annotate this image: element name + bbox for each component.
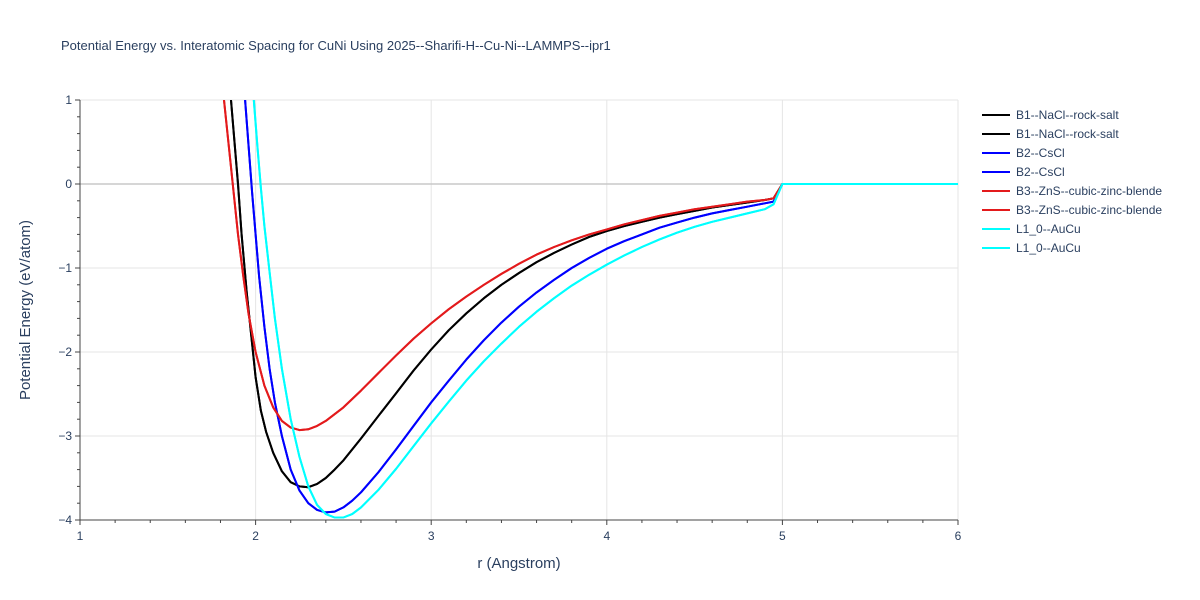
series-line-7 xyxy=(252,100,958,519)
legend-label: B2--CsCl xyxy=(1016,165,1065,179)
legend[interactable]: B1--NaCl--rock-salt B1--NaCl--rock-salt B2… xyxy=(982,108,1162,255)
y-tick-label: 0 xyxy=(65,177,72,191)
y-tick-label: −2 xyxy=(58,345,72,359)
legend-item-5[interactable]: B3--ZnS--cubic-zinc-blende xyxy=(982,203,1162,217)
axes: 1 2 3 4 5 6 −4 −3 −2 −1 0 1 xyxy=(58,93,961,543)
legend-label: B1--NaCl--rock-salt xyxy=(1016,127,1119,141)
x-axis-label: r (Angstrom) xyxy=(477,555,560,572)
legend-item-6[interactable]: L1_0--AuCu xyxy=(982,222,1081,236)
x-tick-label: 5 xyxy=(779,529,786,543)
legend-label: B3--ZnS--cubic-zinc-blende xyxy=(1016,184,1162,198)
x-tick-label: 3 xyxy=(428,529,435,543)
legend-label: B2--CsCl xyxy=(1016,146,1065,160)
y-tick-label: 1 xyxy=(65,93,72,107)
x-tick-label: 2 xyxy=(252,529,259,543)
series-line-3 xyxy=(244,100,958,514)
chart-title: Potential Energy vs. Interatomic Spacing… xyxy=(61,38,611,53)
legend-item-3[interactable]: B2--CsCl xyxy=(982,165,1065,179)
legend-item-1[interactable]: B1--NaCl--rock-salt xyxy=(982,127,1119,141)
legend-label: B3--ZnS--cubic-zinc-blende xyxy=(1016,203,1162,217)
legend-item-0[interactable]: B1--NaCl--rock-salt xyxy=(982,108,1119,122)
legend-item-4[interactable]: B3--ZnS--cubic-zinc-blende xyxy=(982,184,1162,198)
y-tick-label: −4 xyxy=(58,513,72,527)
legend-item-2[interactable]: B2--CsCl xyxy=(982,146,1065,160)
legend-label: L1_0--AuCu xyxy=(1016,241,1081,255)
x-tick-label: 1 xyxy=(77,529,84,543)
data-series xyxy=(223,100,958,519)
y-tick-label: −1 xyxy=(58,261,72,275)
y-tick-label: −3 xyxy=(58,429,72,443)
legend-item-7[interactable]: L1_0--AuCu xyxy=(982,241,1081,255)
y-axis-label: Potential Energy (eV/atom) xyxy=(17,220,34,400)
x-tick-label: 4 xyxy=(603,529,610,543)
legend-label: L1_0--AuCu xyxy=(1016,222,1081,236)
x-tick-label: 6 xyxy=(955,529,962,543)
legend-label: B1--NaCl--rock-salt xyxy=(1016,108,1119,122)
series-line-5 xyxy=(223,100,958,432)
